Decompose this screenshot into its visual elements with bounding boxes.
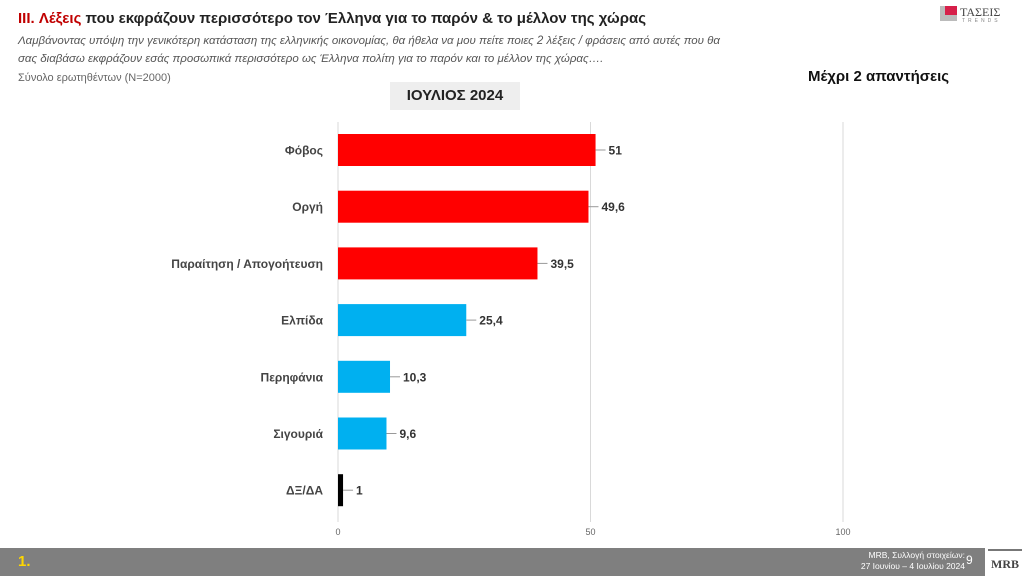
category-label: Περηφάνια <box>261 370 324 384</box>
logo-sub: TRENDS <box>962 18 1001 24</box>
x-tick-label: 100 <box>835 527 850 537</box>
source-line-2: 27 Ιουνίου – 4 Ιουλίου 2024 <box>860 561 965 571</box>
question-line-2: σας διαβάσω εκφράζουν εσάς προσωπικά περ… <box>18 53 604 65</box>
bar-chart: 0 50 100 51 Φόβος 49,6 Οργή 39,5 Παραίτηση / Απο… <box>171 122 851 537</box>
data-label: 51 <box>609 144 623 158</box>
bar <box>338 304 467 337</box>
source-line-1: MRB, Συλλογή στοιχείων: <box>868 550 965 560</box>
bar <box>338 247 538 280</box>
x-tick-label: 50 <box>585 527 595 537</box>
data-label: 1 <box>356 484 363 498</box>
page-title: III. Λέξεις που εκφράζουν περισσότερο το… <box>18 10 646 27</box>
tasis-logo: ΤΑΣΕΙΣ TRENDS <box>940 5 1015 25</box>
footer-bar <box>0 548 985 576</box>
period-label: ΙΟΥΛΙΟΣ 2024 <box>390 82 520 110</box>
source-note: MRB, Συλλογή στοιχείων: 27 Ιουνίου – 4 Ιο… <box>760 550 965 572</box>
category-label: Σιγουριά <box>273 427 323 441</box>
category-label: Οργή <box>292 200 323 214</box>
data-label: 39,5 <box>550 257 574 271</box>
bar <box>338 474 344 507</box>
question-line-1: Λαμβάνοντας υπόψη την γενικότερη κατάστα… <box>18 35 720 47</box>
data-label: 49,6 <box>601 200 625 214</box>
bar <box>338 190 589 223</box>
title-prefix: III. Λέξεις <box>18 10 82 27</box>
category-label: Παραίτηση / Απογοήτευση <box>171 257 323 271</box>
mrb-logo-text: MRB <box>991 557 1019 571</box>
title-rest: που εκφράζουν περισσότερο τον Έλληνα για… <box>81 10 647 27</box>
sample-base: Σύνολο ερωτηθέντων (N=2000) <box>18 72 171 84</box>
bar <box>338 417 387 450</box>
data-label: 9,6 <box>399 427 416 441</box>
category-label: Φόβος <box>285 144 323 158</box>
page-number: 9 <box>966 553 973 567</box>
data-label: 10,3 <box>403 370 427 384</box>
answers-note: Μέχρι 2 απαντήσεις <box>808 68 950 85</box>
slide-marker: 1. <box>18 553 31 570</box>
data-label: 25,4 <box>479 314 503 328</box>
mrb-logo: MRB <box>988 549 1022 578</box>
bar <box>338 360 391 393</box>
bar <box>338 134 596 166</box>
logo-text: ΤΑΣΕΙΣ <box>960 5 1001 19</box>
category-label: ΔΞ/ΔΑ <box>286 484 323 498</box>
x-tick-label: 0 <box>335 527 340 537</box>
category-label: Ελπίδα <box>281 314 323 328</box>
